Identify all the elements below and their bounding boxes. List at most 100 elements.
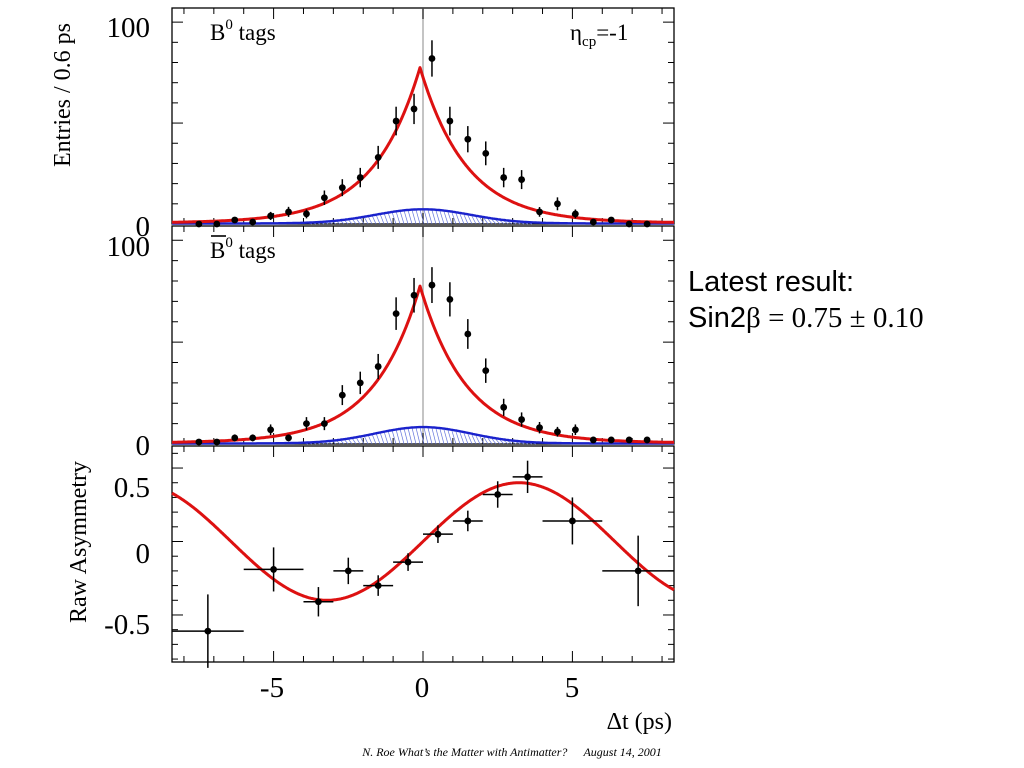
data-point	[285, 208, 292, 216]
data-point	[625, 436, 633, 444]
data-point	[569, 517, 576, 525]
data-point	[344, 567, 352, 575]
data-point	[374, 153, 382, 161]
data-point	[320, 194, 328, 202]
background-hatch	[439, 210, 445, 225]
background-hatch	[491, 219, 497, 225]
background-hatch	[459, 432, 465, 445]
background-hatch	[463, 214, 469, 225]
result-value: = 0.75 ± 0.10	[760, 302, 924, 334]
background-hatch	[487, 437, 493, 445]
data-point	[338, 184, 346, 192]
data-point	[536, 424, 543, 432]
background-hatch	[387, 212, 393, 225]
data-point	[434, 530, 442, 538]
bottom-panel-frame	[171, 445, 675, 663]
background-hatch	[491, 438, 497, 445]
data-point	[464, 517, 472, 525]
data-point	[446, 295, 454, 303]
footer-date: August 14, 2001	[583, 745, 662, 759]
background-hatch	[379, 432, 385, 445]
middle-y-tick-0: 0	[136, 430, 151, 462]
background-hatch	[395, 211, 401, 225]
background-hatch	[503, 440, 509, 445]
background-hatch	[471, 434, 477, 445]
data-point	[338, 391, 346, 399]
footer: N. Roe What’s the Matter with Antimatter…	[0, 745, 1024, 760]
data-point	[518, 416, 526, 423]
data-point	[303, 210, 310, 218]
background-hatch	[403, 428, 409, 445]
background-hatch	[475, 216, 481, 225]
background-hatch	[499, 439, 505, 445]
data-point	[446, 117, 454, 125]
top-panel-label: B0 tags	[210, 17, 276, 45]
bottom-panel: 0.5 0 -0.5 -5 0 5 Δt (ps) Raw Asymmetry	[66, 445, 675, 735]
data-point	[643, 436, 651, 444]
background-hatch	[375, 214, 381, 225]
background-hatch	[435, 210, 441, 225]
background-hatch	[507, 440, 513, 445]
background-hatch	[495, 439, 501, 445]
data-point	[428, 55, 436, 62]
background-hatch	[383, 212, 389, 225]
background-hatch	[391, 429, 397, 445]
background-hatch	[451, 430, 457, 445]
data-point	[589, 218, 597, 226]
eta-cp-annotation: ηcp=-1	[570, 20, 628, 50]
background-hatch	[367, 215, 373, 225]
data-point	[554, 428, 561, 436]
background-hatch	[427, 427, 433, 445]
x-tick-minus-5: -5	[260, 672, 284, 704]
background-hatch	[371, 433, 377, 445]
data-point	[285, 434, 292, 442]
background-hatch	[395, 429, 401, 445]
result-value-line: Sin2β = 0.75 ± 0.10	[688, 300, 924, 336]
background-hatch	[407, 427, 413, 445]
background-hatch	[431, 428, 437, 445]
data-point	[392, 117, 400, 125]
background-hatch	[367, 434, 373, 445]
bottom-y-tick-0: 0	[136, 538, 151, 570]
data-point	[500, 403, 508, 411]
data-point	[428, 281, 436, 289]
background-hatch	[479, 217, 485, 225]
data-point	[267, 426, 275, 434]
data-point	[204, 627, 212, 635]
top-y-axis-label: Entries / 0.6 ps	[50, 23, 76, 167]
background-hatch	[415, 427, 421, 445]
background-hatch	[483, 218, 489, 225]
background-hatch	[447, 212, 453, 225]
background-hatch	[411, 427, 417, 445]
background-hatch	[415, 209, 421, 225]
background-hatch	[379, 213, 385, 225]
background-hatch	[399, 210, 405, 225]
bottom-fit-curve	[171, 481, 675, 602]
background-hatch	[515, 441, 521, 445]
background-hatch	[419, 209, 425, 225]
data-point	[374, 582, 382, 589]
bottom-data-points	[172, 460, 674, 668]
background-hatch	[459, 213, 465, 225]
background-hatch	[467, 434, 473, 445]
data-point	[589, 436, 597, 444]
x-tick-5: 5	[565, 672, 580, 704]
background-hatch	[507, 221, 513, 225]
footer-author-title: N. Roe What’s the Matter with Antimatter…	[362, 745, 568, 759]
data-point	[518, 176, 526, 183]
background-hatch	[423, 427, 429, 445]
top-y-tick-0: 0	[136, 211, 151, 243]
data-point	[607, 436, 615, 444]
data-point	[464, 330, 472, 338]
top-panel: 100 0 B0 tags ηcp=-1 Entries / 0.6 ps	[50, 7, 675, 243]
data-point	[536, 208, 543, 216]
data-point	[634, 567, 642, 575]
middle-panel: 100 0 B0 tags	[107, 225, 675, 462]
background-hatch	[407, 210, 413, 225]
background-hatch	[479, 436, 485, 445]
background-hatch	[431, 210, 437, 225]
data-point	[231, 434, 239, 442]
data-point	[410, 291, 418, 299]
background-hatch	[471, 216, 477, 225]
